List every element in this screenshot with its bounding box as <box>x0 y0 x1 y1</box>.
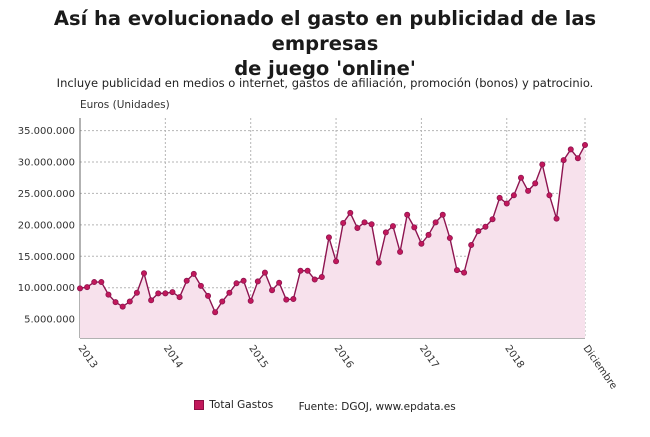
data-point <box>105 291 112 298</box>
data-point <box>84 284 91 291</box>
y-tick-label: 25.000.000 <box>18 189 75 200</box>
data-point <box>582 142 589 149</box>
data-point <box>496 194 503 201</box>
data-point <box>546 192 553 199</box>
x-tick-label: 2018 <box>502 343 526 370</box>
data-point <box>361 219 368 226</box>
data-point <box>205 292 212 299</box>
data-point <box>325 234 332 241</box>
data-point <box>517 174 524 181</box>
data-point <box>162 290 169 297</box>
data-point <box>98 279 105 286</box>
data-point <box>311 276 318 283</box>
data-point <box>219 298 226 305</box>
x-tick-label: 2017 <box>417 343 441 370</box>
data-point <box>404 211 411 218</box>
data-point <box>532 180 539 187</box>
x-tick-label: 2016 <box>332 343 356 370</box>
data-point <box>197 282 204 289</box>
y-tick-label: 5.000.000 <box>24 315 75 326</box>
data-point <box>77 285 84 292</box>
data-point <box>468 241 475 248</box>
data-point <box>418 240 425 247</box>
data-point <box>276 279 283 286</box>
data-point <box>155 290 162 297</box>
x-tick-label: 2015 <box>246 343 270 370</box>
data-point <box>176 294 183 301</box>
data-point <box>560 157 567 164</box>
data-point <box>503 200 510 207</box>
data-point <box>226 289 233 296</box>
data-point <box>318 274 325 281</box>
data-point <box>233 280 240 287</box>
data-point <box>91 279 98 286</box>
data-point <box>411 224 418 231</box>
data-point <box>269 287 276 294</box>
data-point <box>397 248 404 255</box>
data-point <box>482 223 489 230</box>
data-point <box>169 289 176 296</box>
data-point <box>333 258 340 265</box>
data-point <box>354 224 361 231</box>
data-point <box>340 219 347 226</box>
data-point <box>539 161 546 168</box>
data-point <box>290 296 297 303</box>
data-point <box>567 146 574 153</box>
x-tick-label: 2014 <box>161 343 185 370</box>
data-point <box>148 297 155 304</box>
data-point <box>389 223 396 230</box>
data-point <box>240 277 247 284</box>
x-tick-label: 2013 <box>76 343 100 370</box>
data-point <box>212 309 219 316</box>
data-point <box>119 303 126 310</box>
source-note: Fuente: DGOJ, www.epdata.es <box>298 401 456 413</box>
data-point <box>453 267 460 274</box>
data-point <box>432 219 439 226</box>
data-point <box>574 155 581 162</box>
y-tick-label: 35.000.000 <box>18 126 75 137</box>
data-point <box>183 277 190 284</box>
data-point <box>261 269 268 276</box>
data-point <box>475 228 482 235</box>
data-point <box>247 297 254 304</box>
y-tick-label: 30.000.000 <box>18 158 75 169</box>
data-point <box>368 221 375 228</box>
data-point <box>439 211 446 218</box>
data-point <box>347 209 354 216</box>
legend: Total Gastos Fuente: DGOJ, www.epdata.es <box>0 399 650 413</box>
data-point <box>375 259 382 266</box>
series-area <box>80 145 585 338</box>
y-tick-label: 10.000.000 <box>18 283 75 294</box>
data-point <box>304 267 311 274</box>
data-point <box>382 229 389 236</box>
data-point <box>133 289 140 296</box>
data-point <box>461 269 468 276</box>
data-point <box>425 231 432 238</box>
legend-label: Total Gastos <box>209 399 274 411</box>
data-point <box>553 215 560 222</box>
chart-subtitle: Incluye publicidad en medios o internet,… <box>56 76 594 90</box>
legend-item-total-gastos: Total Gastos <box>194 399 273 411</box>
data-point <box>525 187 532 194</box>
data-point <box>190 270 197 277</box>
data-point <box>112 299 119 306</box>
data-point <box>126 298 133 305</box>
chart-title: Así ha evolucionado el gasto en publicid… <box>0 6 650 81</box>
y-tick-label: 20.000.000 <box>18 220 75 231</box>
data-point <box>297 267 304 274</box>
data-point <box>283 296 290 303</box>
legend-swatch <box>194 400 205 410</box>
data-point <box>254 278 261 285</box>
chart-title-line1: Así ha evolucionado el gasto en publicid… <box>53 7 597 55</box>
chart-title-line2: de juego 'online' <box>234 57 416 80</box>
data-point <box>446 235 453 242</box>
x-tick-label: Diciembre <box>581 343 619 391</box>
data-point <box>141 270 148 277</box>
data-point <box>489 216 496 223</box>
y-axis-label: Euros (Unidades) <box>80 99 170 111</box>
data-point <box>510 192 517 199</box>
y-tick-label: 15.000.000 <box>18 252 75 263</box>
